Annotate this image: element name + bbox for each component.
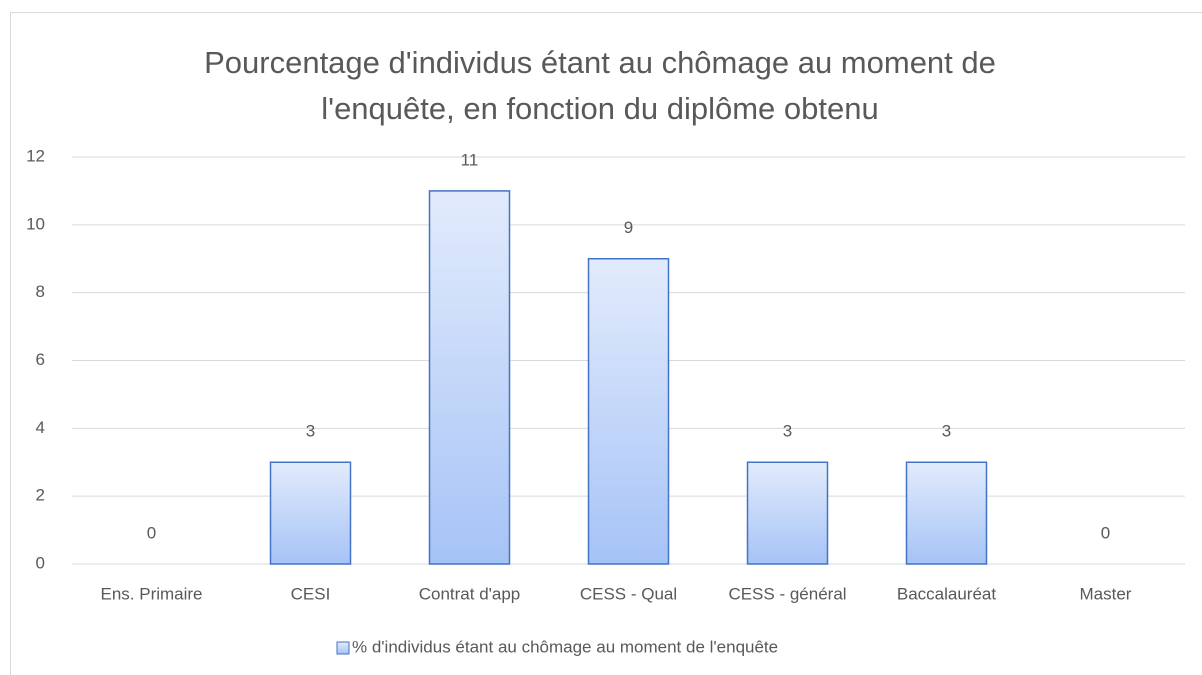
y-tick-label: 12 xyxy=(26,146,45,165)
y-tick-label: 0 xyxy=(36,553,45,572)
data-label: 3 xyxy=(306,422,315,441)
y-tick-label: 4 xyxy=(36,418,45,437)
bar xyxy=(746,461,829,565)
x-tick-label: Master xyxy=(1080,584,1132,603)
x-tick-label: Ens. Primaire xyxy=(100,584,202,603)
data-label: 3 xyxy=(783,422,792,441)
x-tick-label: CESS - Qual xyxy=(580,584,677,603)
y-tick-label: 6 xyxy=(36,350,45,369)
chart-border xyxy=(10,12,1202,675)
bar xyxy=(587,258,670,565)
bar xyxy=(428,190,511,565)
y-tick-label: 8 xyxy=(36,282,45,301)
x-tick-label: Baccalauréat xyxy=(897,584,997,603)
chart-title: Pourcentage d'individus étant au chômage… xyxy=(204,45,996,126)
x-tick-label: CESI xyxy=(291,584,331,603)
data-label: 3 xyxy=(942,422,951,441)
y-tick-label: 10 xyxy=(26,214,45,233)
bar xyxy=(269,461,352,565)
x-tick-label: Contrat d'app xyxy=(419,584,521,603)
data-label: 9 xyxy=(624,218,633,237)
x-tick-label: CESS - général xyxy=(728,584,846,603)
legend-label: % d'individus étant au chômage au moment… xyxy=(352,637,778,656)
data-label: 0 xyxy=(1101,523,1110,542)
data-label: 0 xyxy=(147,523,156,542)
legend-swatch xyxy=(336,641,350,655)
bar xyxy=(905,461,988,565)
data-label: 11 xyxy=(461,150,479,169)
y-tick-label: 2 xyxy=(36,486,45,505)
